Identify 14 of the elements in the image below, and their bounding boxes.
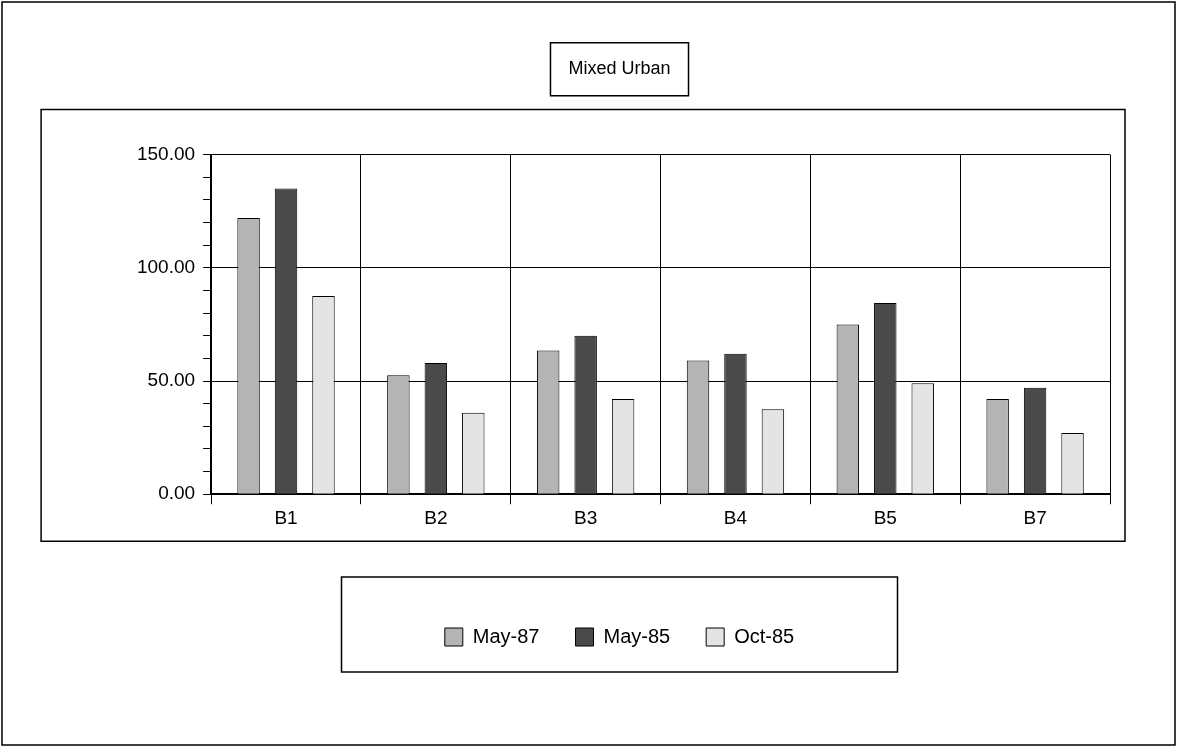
y-tick-label: 0.00 <box>158 482 196 504</box>
legend-label: Oct-85 <box>734 624 795 647</box>
y-tick-label: 100.00 <box>136 256 196 278</box>
chart-title: Mixed Urban <box>568 57 671 78</box>
x-tick-label: B7 <box>1023 506 1047 528</box>
x-tick-label: B2 <box>424 506 448 528</box>
x-tick-label: B5 <box>873 506 897 528</box>
x-tick-label: B4 <box>723 506 748 528</box>
x-tick-label: B3 <box>574 506 598 528</box>
legend-label: May-87 <box>472 624 540 647</box>
y-tick-label: 150.00 <box>136 142 196 164</box>
y-tick-label: 50.00 <box>147 369 196 391</box>
x-tick-label: B1 <box>274 506 298 528</box>
legend-label: May-85 <box>603 624 671 647</box>
